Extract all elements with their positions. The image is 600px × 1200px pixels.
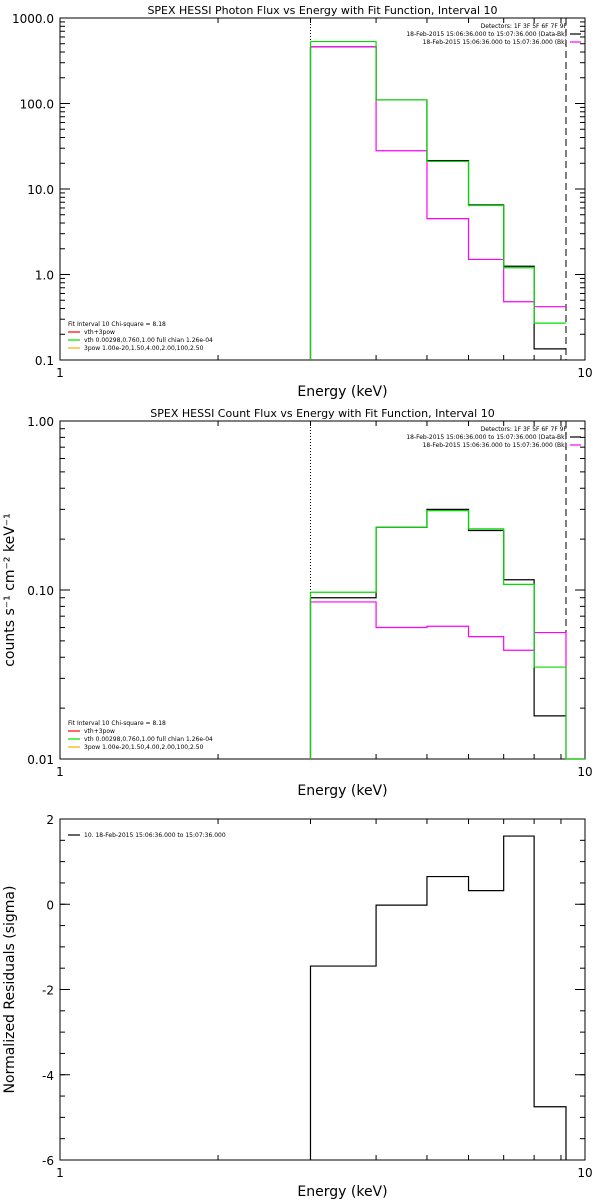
x-axis-label: Energy (keV) (297, 783, 387, 799)
y-tick-label: 1.0 (35, 269, 54, 283)
legend-right-text: Detectors: 1F 3F 5F 6F 7F 9F (481, 23, 568, 30)
plot-frame (59, 818, 586, 1161)
histogram-series (310, 46, 566, 350)
legend-left-text: 3pow 1.00e-20,1.50,4.00,2.00,100,2.50 (84, 345, 204, 352)
y-axis-label: Normalized Residuals (sigma) (2, 886, 18, 1094)
x-tick-label: 10 (577, 366, 592, 380)
y-tick-label: 2 (46, 813, 54, 827)
x-axis-label: Energy (keV) (297, 1184, 387, 1200)
residuals-panel: 1 10 -6 -4 -2 0 2 Energy (keV) Normalized Residu… (2, 813, 593, 1200)
histogram-series (310, 510, 585, 760)
x-tick-label: 10 (577, 1166, 592, 1180)
photon-flux-panel: SPEX HESSI Photon Flux vs Energy with Fi… (12, 4, 593, 400)
x-tick-label: 10 (577, 765, 592, 779)
legend-left-text: 3pow 1.00e-20,1.50,4.00,2.00,100,2.50 (84, 744, 204, 751)
y-tick-label: 0.01 (27, 753, 54, 767)
y-tick-label: 10.0 (27, 183, 54, 197)
legend-left-text: Fit Interval 10 Chi-square = 8.18 (68, 321, 166, 328)
y-tick-label: 1000.0 (12, 12, 54, 26)
x-tick-label: 1 (56, 366, 64, 380)
histogram-series (309, 835, 567, 1160)
x-axis-label: Energy (keV) (297, 384, 387, 400)
histogram-series (310, 40, 566, 324)
y-tick-label: -4 (42, 1069, 54, 1083)
legend-left-text: vth+3pow (84, 329, 115, 336)
histogram-series (310, 508, 566, 717)
legend-left-text: vth 0.00298,0.760,1.00 full chian 1.26e-… (84, 736, 213, 743)
legend-right-text: 18-Feb-2015 15:06:36.000 to 15:07:36.000… (406, 31, 567, 38)
y-tick-label: -2 (42, 984, 54, 998)
legend-left-text: 10. 18-Feb-2015 15:06:36.000 to 15:07:36… (84, 832, 226, 839)
legend-right-text: 18-Feb-2015 15:06:36.000 to 15:07:36.000… (406, 434, 567, 441)
y-tick-label: 0.1 (35, 354, 54, 368)
legend-left-text: Fit Interval 10 Chi-square = 8.18 (68, 720, 166, 727)
legend-left-text: vth+3pow (84, 728, 115, 735)
chart-title: SPEX HESSI Count Flux vs Energy with Fit… (150, 407, 494, 420)
chart-title: SPEX HESSI Photon Flux vs Energy with Fi… (147, 4, 497, 17)
y-tick-label: 100.0 (20, 98, 54, 112)
plot-frame (59, 17, 586, 361)
legend-right-text: 18-Feb-2015 15:06:36.000 to 15:07:36.000… (423, 39, 567, 46)
legend-right-text: Detectors: 1F 3F 5F 6F 7F 9F (481, 426, 568, 433)
y-tick-label: 0 (46, 898, 54, 912)
legend-right-text: 18-Feb-2015 15:06:36.000 to 15:07:36.000… (423, 442, 567, 449)
histogram-series (310, 601, 585, 760)
y-axis-label: counts s⁻¹ cm⁻² keV⁻¹ (2, 513, 18, 667)
y-tick-label: -6 (42, 1154, 54, 1168)
y-tick-label: 1.00 (27, 415, 54, 429)
plot-frame (59, 420, 586, 760)
legend-left-text: vth 0.00298,0.760,1.00 full chian 1.26e-… (84, 337, 213, 344)
x-tick-label: 1 (56, 1166, 64, 1180)
count-flux-panel: SPEX HESSI Count Flux vs Energy with Fit… (2, 407, 593, 799)
y-tick-label: 0.10 (27, 584, 54, 598)
x-tick-label: 1 (56, 765, 64, 779)
